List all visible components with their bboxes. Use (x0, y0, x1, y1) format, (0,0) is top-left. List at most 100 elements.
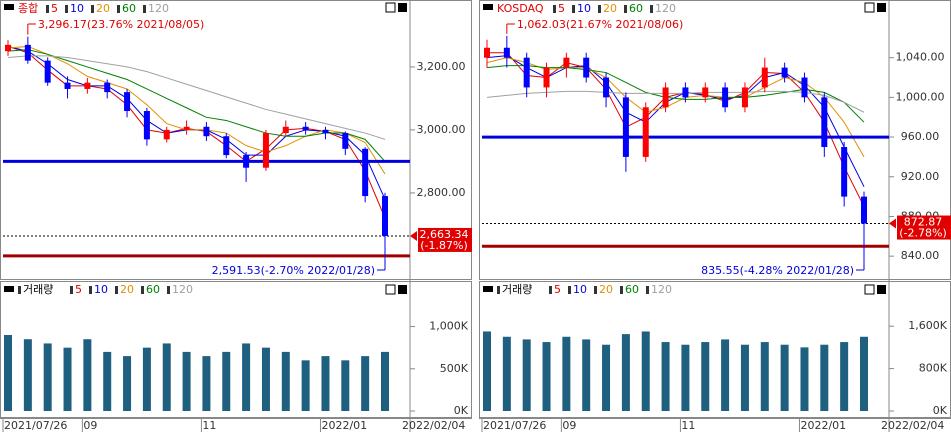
price-pane (479, 0, 951, 280)
moving-average (486, 57, 865, 158)
candle-body (302, 126, 309, 130)
x-tick-label: 11 (202, 419, 216, 432)
volume-bar (661, 342, 670, 411)
maximize-button[interactable] (864, 284, 875, 295)
last-change: (-1.87%) (420, 239, 468, 252)
legend-entry: 10 (577, 2, 591, 15)
volume-bar (621, 334, 630, 411)
candle-body (382, 196, 388, 236)
panel-title: 종합 (18, 2, 38, 15)
volume-bar (281, 351, 290, 411)
candle-body (523, 57, 530, 88)
volume-bar (502, 336, 511, 411)
volume-title: 거래량 (23, 283, 53, 296)
legend-swatch (18, 286, 21, 294)
moving-average (486, 55, 865, 187)
volume-bar (43, 343, 52, 411)
volume-bar (860, 336, 868, 411)
y-tick-label: 1,040.00 (896, 51, 945, 64)
legend-entry: 20 (603, 2, 617, 15)
volume-bar (182, 351, 191, 411)
volume-bar (361, 356, 370, 411)
high-note: 3,296.17(23.76% 2021/08/05) (38, 18, 204, 31)
legend-swatch (568, 286, 571, 294)
x-tick-label: 09 (83, 419, 97, 432)
y-tick-label: 1,000.00 (896, 90, 945, 103)
x-tick-label: 2022/01 (321, 419, 367, 432)
y-tick-label: 1,000K (429, 320, 468, 333)
legend-swatch (572, 5, 575, 13)
x-tick-label: 09 (562, 419, 576, 432)
menu-icon[interactable] (483, 4, 493, 10)
y-tick-label: 1,600K (908, 319, 947, 332)
candle-body (243, 155, 250, 168)
volume-bar (83, 339, 92, 411)
volume-bar (740, 344, 749, 411)
candle-body (702, 87, 709, 98)
candle-body (781, 67, 788, 78)
close-button[interactable] (398, 3, 407, 12)
volume-bar (202, 356, 211, 411)
volume-pane (0, 281, 472, 418)
candle-body (563, 57, 570, 68)
volume-bar (123, 356, 132, 411)
candle-body (262, 133, 269, 168)
candle-body (543, 67, 550, 88)
volume-bar (162, 343, 171, 411)
x-tick-label: 11 (681, 419, 695, 432)
legend-entry: 20 (120, 283, 134, 296)
volume-bar (760, 342, 769, 411)
price-pane (0, 0, 472, 280)
close-button[interactable] (398, 285, 407, 294)
close-button[interactable] (877, 285, 886, 294)
volume-bar (542, 342, 551, 411)
legend-entry: 60 (146, 283, 160, 296)
end-date: 2022/02/04 (402, 419, 465, 432)
candle-body (342, 133, 349, 149)
candle-body (84, 82, 91, 89)
panel-title: KOSDAQ (497, 2, 544, 15)
legend-swatch (143, 5, 146, 13)
candle-body (503, 47, 510, 58)
menu-icon[interactable] (4, 286, 14, 292)
last-value: 872.87 (904, 216, 943, 229)
volume-bar (4, 335, 12, 411)
moving-average (487, 52, 865, 207)
volume-bar (483, 331, 491, 411)
close-button[interactable] (877, 3, 886, 12)
high-note: 1,062.03(21.67% 2021/08/06) (517, 18, 683, 31)
y-tick-label: 2,800.00 (417, 186, 466, 199)
last-marker (410, 230, 417, 241)
legend-entry: 10 (573, 283, 587, 296)
legend-entry: 120 (651, 283, 672, 296)
y-tick-label: 920.00 (901, 170, 940, 183)
volume-bar (341, 360, 350, 411)
menu-icon[interactable] (483, 286, 493, 292)
volume-bar (641, 331, 650, 411)
candle-body (841, 146, 848, 197)
volume-bar (381, 351, 389, 411)
volume-bar (522, 339, 531, 411)
legend-entry: 5 (558, 2, 565, 15)
candle-body (583, 57, 590, 78)
volume-bar (562, 336, 571, 411)
candle-body (722, 87, 729, 108)
candle-body (662, 87, 669, 108)
volume-pane (479, 281, 951, 418)
volume-bar (321, 356, 330, 411)
volume-bar (820, 344, 829, 411)
maximize-button[interactable] (385, 2, 396, 13)
maximize-button[interactable] (385, 284, 396, 295)
volume-bar (780, 344, 789, 411)
legend-swatch (91, 5, 94, 13)
menu-icon[interactable] (4, 4, 14, 10)
legend-entry: 120 (655, 2, 676, 15)
y-tick-label: 840.00 (901, 249, 940, 262)
candle-body (104, 82, 111, 93)
maximize-button[interactable] (864, 2, 875, 13)
volume-bar (261, 347, 270, 411)
candle-body (682, 87, 689, 98)
candle-body (761, 67, 768, 88)
y-tick-label: 3,200.00 (417, 60, 466, 73)
